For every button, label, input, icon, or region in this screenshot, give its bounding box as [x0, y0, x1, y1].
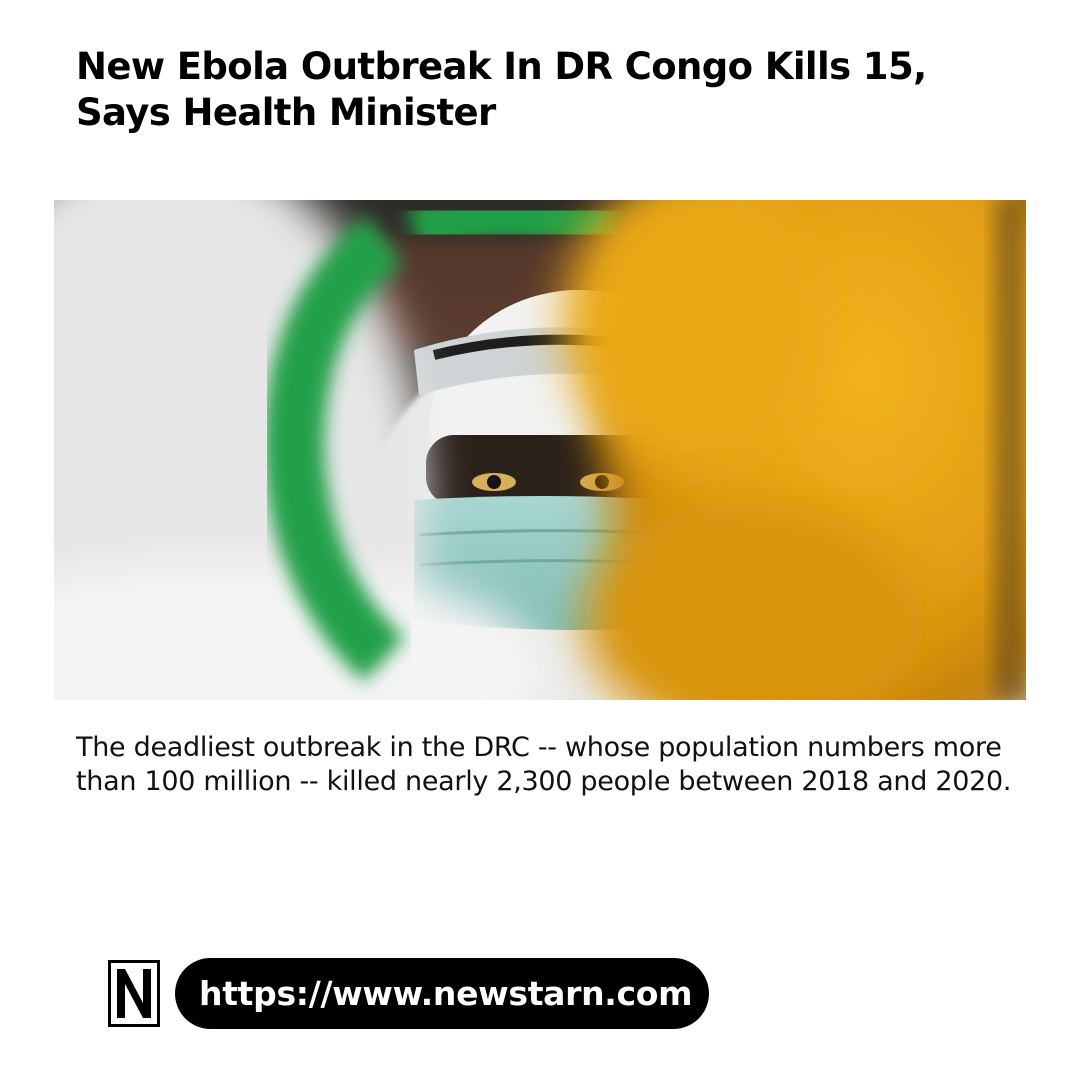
hero-image [54, 200, 1026, 700]
article-headline: New Ebola Outbreak In DR Congo Kills 15,… [76, 45, 927, 134]
website-url-link[interactable]: https://www.newstarn.com [175, 958, 709, 1029]
article-summary: The deadliest outbreak in the DRC -- who… [76, 732, 1012, 797]
newstarn-logo: N [108, 960, 160, 1027]
